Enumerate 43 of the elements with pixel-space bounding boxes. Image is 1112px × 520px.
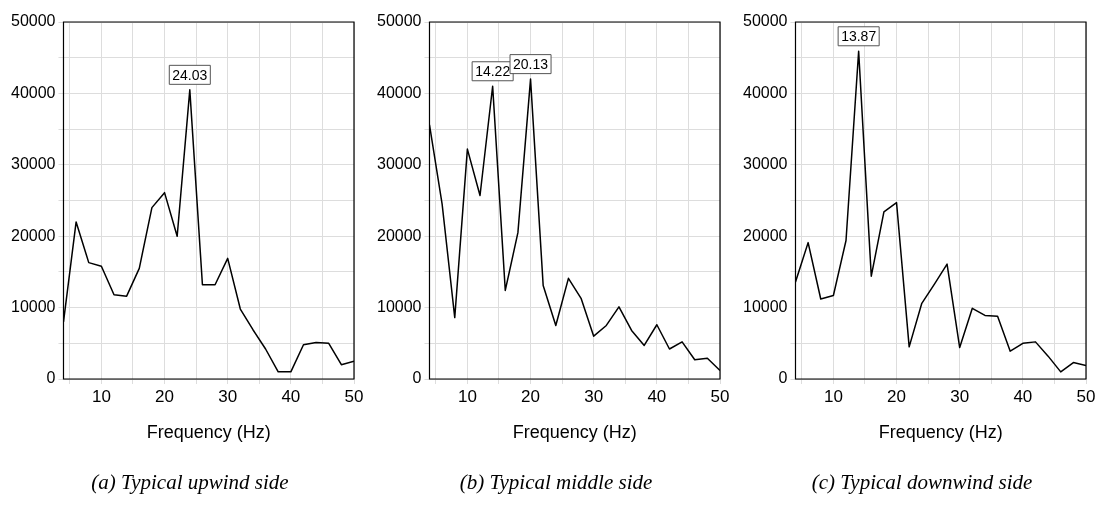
annotation: 24.03 bbox=[172, 66, 208, 83]
x-tick-label: 30 bbox=[218, 386, 238, 406]
x-tick-label: 10 bbox=[91, 386, 111, 406]
y-tick-label: 50000 bbox=[376, 12, 422, 30]
y-tick-label: 0 bbox=[778, 369, 788, 387]
y-tick-label: 40000 bbox=[10, 83, 56, 101]
x-tick-label: 20 bbox=[887, 386, 906, 406]
y-tick-label: 10000 bbox=[376, 298, 422, 316]
y-tick-label: 0 bbox=[46, 369, 56, 387]
x-tick-label: 20 bbox=[155, 386, 174, 406]
x-tick-label: 20 bbox=[521, 386, 540, 406]
y-tick-label: 40000 bbox=[742, 83, 788, 101]
x-tick-label: 50 bbox=[1076, 386, 1096, 406]
x-tick-label: 40 bbox=[647, 386, 667, 406]
x-tick-label: 50 bbox=[710, 386, 730, 406]
x-tick-label: 30 bbox=[584, 386, 604, 406]
y-tick-label: 30000 bbox=[10, 155, 56, 173]
x-tick-label: 40 bbox=[1013, 386, 1033, 406]
x-tick-label: 10 bbox=[457, 386, 477, 406]
text: (b) Typical middle side bbox=[459, 470, 653, 495]
y-tick-label: 30000 bbox=[376, 155, 422, 173]
text: (a) Typical upwind side bbox=[91, 470, 289, 495]
text: (c) Typical downwind side bbox=[811, 470, 1033, 495]
annotation: 14.22 bbox=[475, 63, 511, 80]
annotation: 20.13 bbox=[513, 55, 549, 72]
y-tick-label: 0 bbox=[412, 369, 422, 387]
y-tick-label: 20000 bbox=[742, 226, 788, 244]
x-axis-title: Frequency (Hz) bbox=[146, 422, 271, 443]
y-tick-label: 50000 bbox=[10, 12, 56, 30]
y-tick-label: 10000 bbox=[742, 298, 788, 316]
annotation: 13.87 bbox=[841, 28, 877, 45]
x-tick-label: 40 bbox=[281, 386, 301, 406]
x-tick-label: 10 bbox=[823, 386, 843, 406]
x-axis-title: Frequency (Hz) bbox=[512, 422, 637, 443]
x-tick-label: 50 bbox=[344, 386, 364, 406]
x-tick-label: 30 bbox=[950, 386, 970, 406]
x-axis-title: Frequency (Hz) bbox=[878, 422, 1003, 443]
y-tick-label: 10000 bbox=[10, 298, 56, 316]
y-tick-label: 30000 bbox=[742, 155, 788, 173]
y-tick-label: 20000 bbox=[376, 226, 422, 244]
y-tick-label: 40000 bbox=[376, 83, 422, 101]
y-tick-label: 50000 bbox=[742, 12, 788, 30]
y-tick-label: 20000 bbox=[10, 226, 56, 244]
